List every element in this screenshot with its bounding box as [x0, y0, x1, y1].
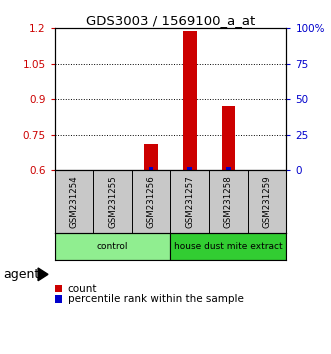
Text: GSM231257: GSM231257	[185, 176, 194, 228]
Text: GSM231256: GSM231256	[147, 176, 156, 228]
Text: control: control	[97, 242, 128, 251]
Bar	[222, 107, 235, 170]
Bar	[144, 144, 158, 170]
Bar	[183, 31, 197, 170]
Polygon shape	[38, 268, 48, 281]
Text: agent: agent	[3, 268, 40, 281]
Text: GSM231258: GSM231258	[224, 176, 233, 228]
Text: GSM231255: GSM231255	[108, 176, 117, 228]
Text: house dust mite extract: house dust mite extract	[174, 242, 283, 251]
Text: GSM231254: GSM231254	[70, 176, 78, 228]
Text: count: count	[68, 284, 97, 293]
Text: percentile rank within the sample: percentile rank within the sample	[68, 294, 244, 304]
Bar	[149, 167, 154, 170]
Bar	[170, 233, 286, 260]
Bar	[226, 167, 231, 170]
Text: GSM231259: GSM231259	[262, 176, 271, 228]
Bar	[187, 167, 192, 170]
Title: GDS3003 / 1569100_a_at: GDS3003 / 1569100_a_at	[86, 14, 255, 27]
Bar	[55, 233, 170, 260]
